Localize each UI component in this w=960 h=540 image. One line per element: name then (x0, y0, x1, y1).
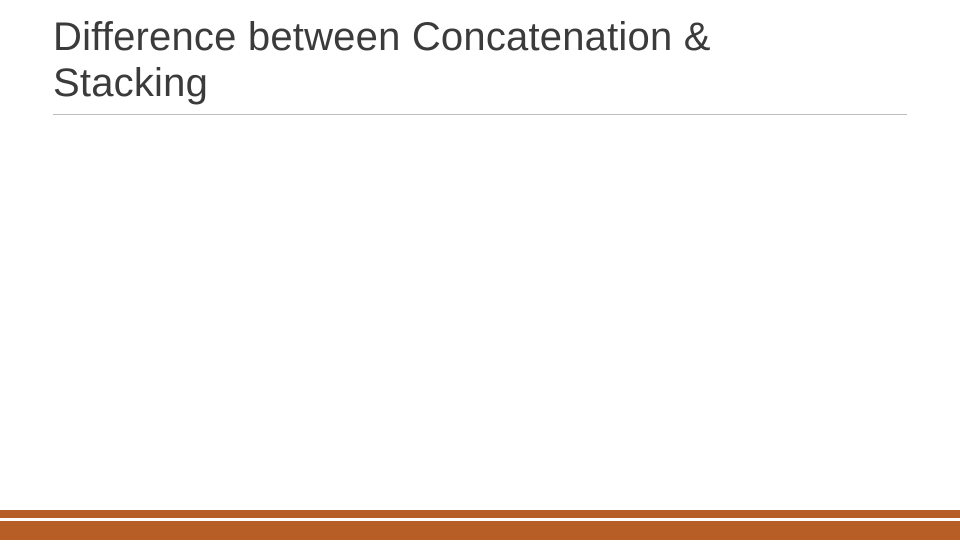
title-line-1: Difference between Concatenation & (53, 14, 907, 60)
title-line-2: Stacking (53, 60, 907, 106)
slide: Difference between Concatenation & Stack… (0, 0, 960, 540)
footer-gap (0, 518, 960, 521)
slide-title: Difference between Concatenation & Stack… (53, 14, 907, 106)
footer-bar (0, 510, 960, 540)
title-underline (53, 114, 907, 115)
